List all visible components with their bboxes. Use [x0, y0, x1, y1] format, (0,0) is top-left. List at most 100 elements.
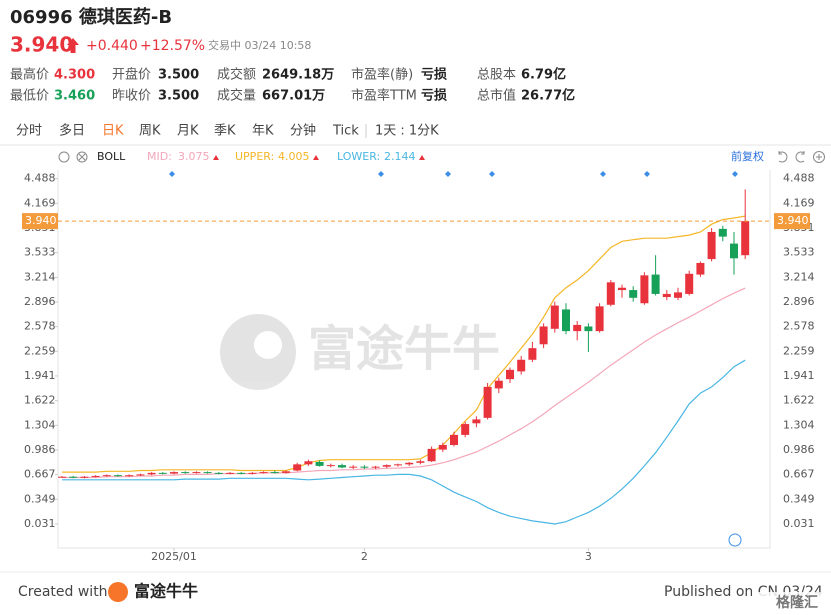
candle-body [226, 472, 234, 474]
y-tick-label-right: 0.986 [783, 443, 815, 456]
tab[interactable]: 日K [102, 124, 124, 139]
y-tick-label-left: 1.622 [24, 394, 56, 407]
candle-body [158, 472, 167, 474]
candle-body [360, 466, 369, 468]
event-badge[interactable] [728, 533, 742, 547]
adjust-option[interactable]: 前复权 [731, 149, 764, 163]
tab[interactable]: 分时 [16, 124, 42, 139]
tab[interactable]: 1天 : 1分K [375, 124, 439, 139]
candle-body [718, 228, 727, 237]
tab[interactable]: 年K [252, 124, 274, 139]
legend-value: 3.075 [178, 150, 210, 163]
candle-body [517, 359, 526, 372]
y-tick-label-left: 3.214 [24, 270, 56, 283]
change-pct: +12.57% [140, 38, 205, 54]
stat-value: 2649.18万 [262, 68, 334, 83]
created-with: Created with [18, 584, 108, 600]
candle-body [461, 424, 470, 435]
tab[interactable]: 周K [139, 124, 161, 139]
y-tick-label-right: 4.488 [783, 172, 815, 185]
candle-body [125, 475, 134, 477]
y-tick-label-left: 2.259 [24, 344, 56, 357]
y-tick-label-right: 0.667 [783, 468, 815, 481]
stock-title: 06996 德琪医药-B [10, 6, 172, 28]
y-tick-label-right: 4.169 [783, 196, 815, 209]
candle-body [80, 476, 89, 478]
candle-body [147, 472, 156, 475]
tab[interactable]: Tick [332, 124, 359, 139]
stat-label: 市盈率TTM [351, 88, 417, 104]
candle-body [181, 472, 190, 474]
candle-body [595, 306, 604, 332]
y-tick-label-right: 0.031 [783, 517, 815, 530]
candle-body [674, 292, 682, 298]
close-icon[interactable] [76, 151, 88, 163]
y-tick-label-right: 1.304 [783, 418, 815, 431]
x-tick-label: 2 [361, 550, 368, 563]
watermark-text: 富途牛牛 [308, 321, 500, 377]
candle-body [606, 282, 615, 305]
price-label-left: 3.940 [25, 214, 57, 227]
candle-body [102, 475, 111, 477]
candle-body [405, 462, 414, 465]
tab[interactable]: 月K [177, 124, 199, 139]
candle-body [248, 472, 257, 474]
candle-body [270, 472, 279, 474]
watermark: 富途牛牛 [220, 314, 500, 390]
tab[interactable]: 多日 [59, 123, 85, 139]
stat-value: 3.500 [158, 68, 199, 83]
stat-value: 亏损 [421, 88, 447, 104]
y-tick-label-right: 1.622 [783, 394, 815, 407]
candle-body [707, 231, 716, 260]
candle-body [427, 448, 436, 462]
candle-body [382, 465, 391, 467]
y-tick-label-left: 3.533 [24, 246, 56, 259]
price-label-right: 3.940 [777, 214, 809, 227]
brand-name: 富途牛牛 [134, 582, 198, 601]
price: 3.940 [10, 33, 73, 57]
price-label-right-bg [774, 213, 810, 230]
undo-icon[interactable] [778, 151, 788, 163]
stat-label: 昨收价 [112, 89, 151, 104]
legend-arrow [213, 155, 219, 160]
settings-icon[interactable] [58, 151, 70, 163]
legend-value: 4.005 [278, 150, 310, 163]
candle-body [494, 380, 503, 389]
y-tick-label-left: 0.667 [24, 468, 56, 481]
tab[interactable]: 分钟 [290, 123, 316, 139]
y-tick-label-right: 1.941 [783, 369, 815, 382]
candle-body [472, 419, 481, 424]
close-x [78, 153, 86, 161]
indicator-name: BOLL [97, 150, 126, 163]
candle-body [662, 293, 671, 298]
brand-logo [108, 582, 128, 602]
candle-body [315, 462, 324, 466]
legend-name: LOWER: [337, 150, 380, 163]
y-tick-label-left: 0.349 [24, 492, 56, 505]
stat-label: 总股本 [477, 68, 516, 83]
candle-body [696, 262, 705, 275]
price-label-left-bg [22, 213, 58, 230]
y-tick-label-right: 2.259 [783, 344, 815, 357]
candle-body [114, 475, 122, 477]
y-tick-label-left: 2.578 [24, 320, 56, 333]
y-tick-label-left: 2.896 [24, 295, 56, 308]
candle-body [237, 472, 246, 474]
status: 交易中 03/24 10:58 [208, 38, 311, 52]
candle-body [170, 472, 178, 474]
stat-value: 26.77亿 [521, 88, 575, 104]
boll-line [62, 287, 746, 479]
candle-body [203, 472, 212, 474]
candle-body [539, 326, 548, 345]
candle-body [528, 348, 537, 360]
tab[interactable]: 季K [214, 124, 236, 139]
x-tick-label: 3 [585, 550, 592, 563]
y-tick-label-left: 1.304 [24, 418, 56, 431]
candle-body [58, 476, 66, 478]
candle-body [293, 464, 302, 471]
redo-icon[interactable] [795, 151, 805, 163]
stat-value: 3.500 [158, 89, 199, 104]
zoom-icon[interactable] [813, 151, 825, 163]
legend-arrow [419, 155, 425, 160]
